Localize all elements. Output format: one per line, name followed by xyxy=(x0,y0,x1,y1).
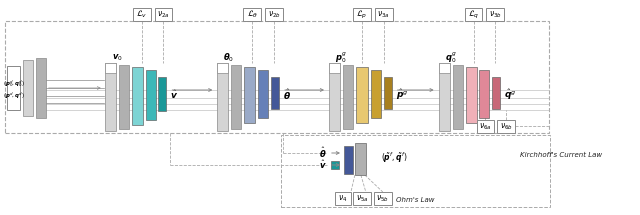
Text: $\mathcal{L}_v$: $\mathcal{L}_v$ xyxy=(136,9,147,20)
Bar xyxy=(371,70,381,118)
Bar xyxy=(258,70,268,118)
Text: $\nu_{3a}$: $\nu_{3a}$ xyxy=(378,9,390,20)
Bar xyxy=(145,70,156,120)
Text: $\hat{\boldsymbol{v}}$: $\hat{\boldsymbol{v}}$ xyxy=(170,89,179,101)
Bar xyxy=(7,66,20,110)
Bar xyxy=(353,8,371,21)
Bar xyxy=(375,8,393,21)
Bar xyxy=(218,63,228,73)
Bar xyxy=(465,8,483,21)
Text: $\hat{\boldsymbol{\theta}}$: $\hat{\boldsymbol{\theta}}$ xyxy=(319,146,327,160)
Text: $\nu_{5a}$: $\nu_{5a}$ xyxy=(356,193,368,204)
Text: $\nu_4$: $\nu_4$ xyxy=(339,193,348,204)
Bar xyxy=(105,63,116,131)
Text: $\hat{\boldsymbol{v}}$: $\hat{\boldsymbol{v}}$ xyxy=(319,159,327,171)
Bar xyxy=(438,63,449,131)
Text: $\mathcal{L}_p$: $\mathcal{L}_p$ xyxy=(356,8,367,21)
Bar xyxy=(159,77,166,111)
Bar xyxy=(271,77,279,109)
Bar xyxy=(36,58,46,118)
Bar xyxy=(374,192,392,205)
Text: $\mathcal{L}_\theta$: $\mathcal{L}_\theta$ xyxy=(246,9,258,20)
Bar xyxy=(356,67,368,123)
Text: $\hat{\boldsymbol{p}}^g$: $\hat{\boldsymbol{p}}^g$ xyxy=(396,88,408,102)
Bar xyxy=(243,8,261,21)
Bar xyxy=(344,146,353,174)
Bar xyxy=(105,63,116,73)
Text: $(\boldsymbol{p}^d,\boldsymbol{q}^d)$: $(\boldsymbol{p}^d,\boldsymbol{q}^d)$ xyxy=(3,91,24,101)
Bar xyxy=(132,67,143,125)
Bar xyxy=(497,120,515,133)
Bar xyxy=(218,63,228,131)
Bar xyxy=(343,65,353,129)
Bar xyxy=(231,65,241,129)
Text: $\nu_{5b}$: $\nu_{5b}$ xyxy=(376,193,389,204)
Bar xyxy=(329,63,340,73)
Bar xyxy=(132,8,150,21)
Bar xyxy=(244,67,255,123)
Bar xyxy=(355,143,366,175)
Text: $\mathcal{L}_q$: $\mathcal{L}_q$ xyxy=(468,8,479,21)
Text: Ohm's Law: Ohm's Law xyxy=(396,197,435,203)
Bar xyxy=(477,120,495,133)
Bar xyxy=(23,60,33,116)
Text: Kirchhoff's Current Law: Kirchhoff's Current Law xyxy=(520,152,602,158)
Bar xyxy=(452,65,463,129)
Bar xyxy=(329,63,340,131)
Bar xyxy=(465,67,477,123)
Text: $\nu_{6b}$: $\nu_{6b}$ xyxy=(500,121,513,132)
Bar xyxy=(353,192,371,205)
Text: $\hat{\boldsymbol{q}}^g$: $\hat{\boldsymbol{q}}^g$ xyxy=(504,88,516,102)
Text: $\nu_{2a}$: $\nu_{2a}$ xyxy=(157,9,170,20)
Bar xyxy=(335,192,351,205)
Bar xyxy=(492,77,500,109)
Text: $\nu_{3b}$: $\nu_{3b}$ xyxy=(489,9,502,20)
Text: $\boldsymbol{\theta}_0$: $\boldsymbol{\theta}_0$ xyxy=(223,52,234,64)
Text: $(\boldsymbol{p}_0^d,\boldsymbol{q}_0^d)$: $(\boldsymbol{p}_0^d,\boldsymbol{q}_0^d)… xyxy=(3,79,24,89)
Bar xyxy=(479,70,490,118)
Bar xyxy=(154,8,172,21)
Bar xyxy=(384,77,392,109)
Text: $\nu_{2b}$: $\nu_{2b}$ xyxy=(268,9,280,20)
Text: $\boldsymbol{p}_0^g$: $\boldsymbol{p}_0^g$ xyxy=(335,51,347,65)
Text: $\boldsymbol{v}_0$: $\boldsymbol{v}_0$ xyxy=(111,53,122,63)
Bar xyxy=(486,8,504,21)
Bar xyxy=(118,65,129,129)
Bar xyxy=(265,8,283,21)
Text: $(\tilde{\boldsymbol{p}}^f, \tilde{\boldsymbol{q}}^f)$: $(\tilde{\boldsymbol{p}}^f, \tilde{\bold… xyxy=(381,151,408,165)
Text: $\boldsymbol{q}_0^g$: $\boldsymbol{q}_0^g$ xyxy=(445,51,456,65)
Bar xyxy=(438,63,449,73)
Bar xyxy=(5,21,549,133)
Text: $\nu_{6a}$: $\nu_{6a}$ xyxy=(479,121,492,132)
Bar xyxy=(281,135,550,207)
Bar xyxy=(331,161,339,169)
Text: $\hat{\boldsymbol{\theta}}$: $\hat{\boldsymbol{\theta}}$ xyxy=(283,88,291,102)
